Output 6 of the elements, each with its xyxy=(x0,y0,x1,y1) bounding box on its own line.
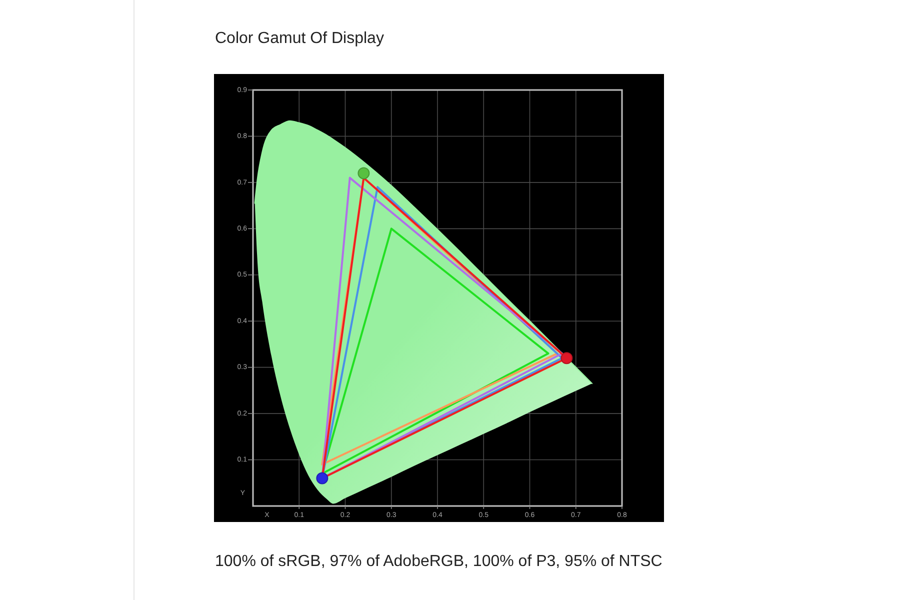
point xyxy=(316,472,328,484)
text: 100% of sRGB, 97% of AdobeRGB, 100% of P3, 95% of NTSC xyxy=(215,553,662,570)
line-series xyxy=(254,120,593,384)
chart-title: Color Gamut Of Display xyxy=(215,30,384,47)
point xyxy=(560,352,573,364)
point xyxy=(358,167,370,180)
